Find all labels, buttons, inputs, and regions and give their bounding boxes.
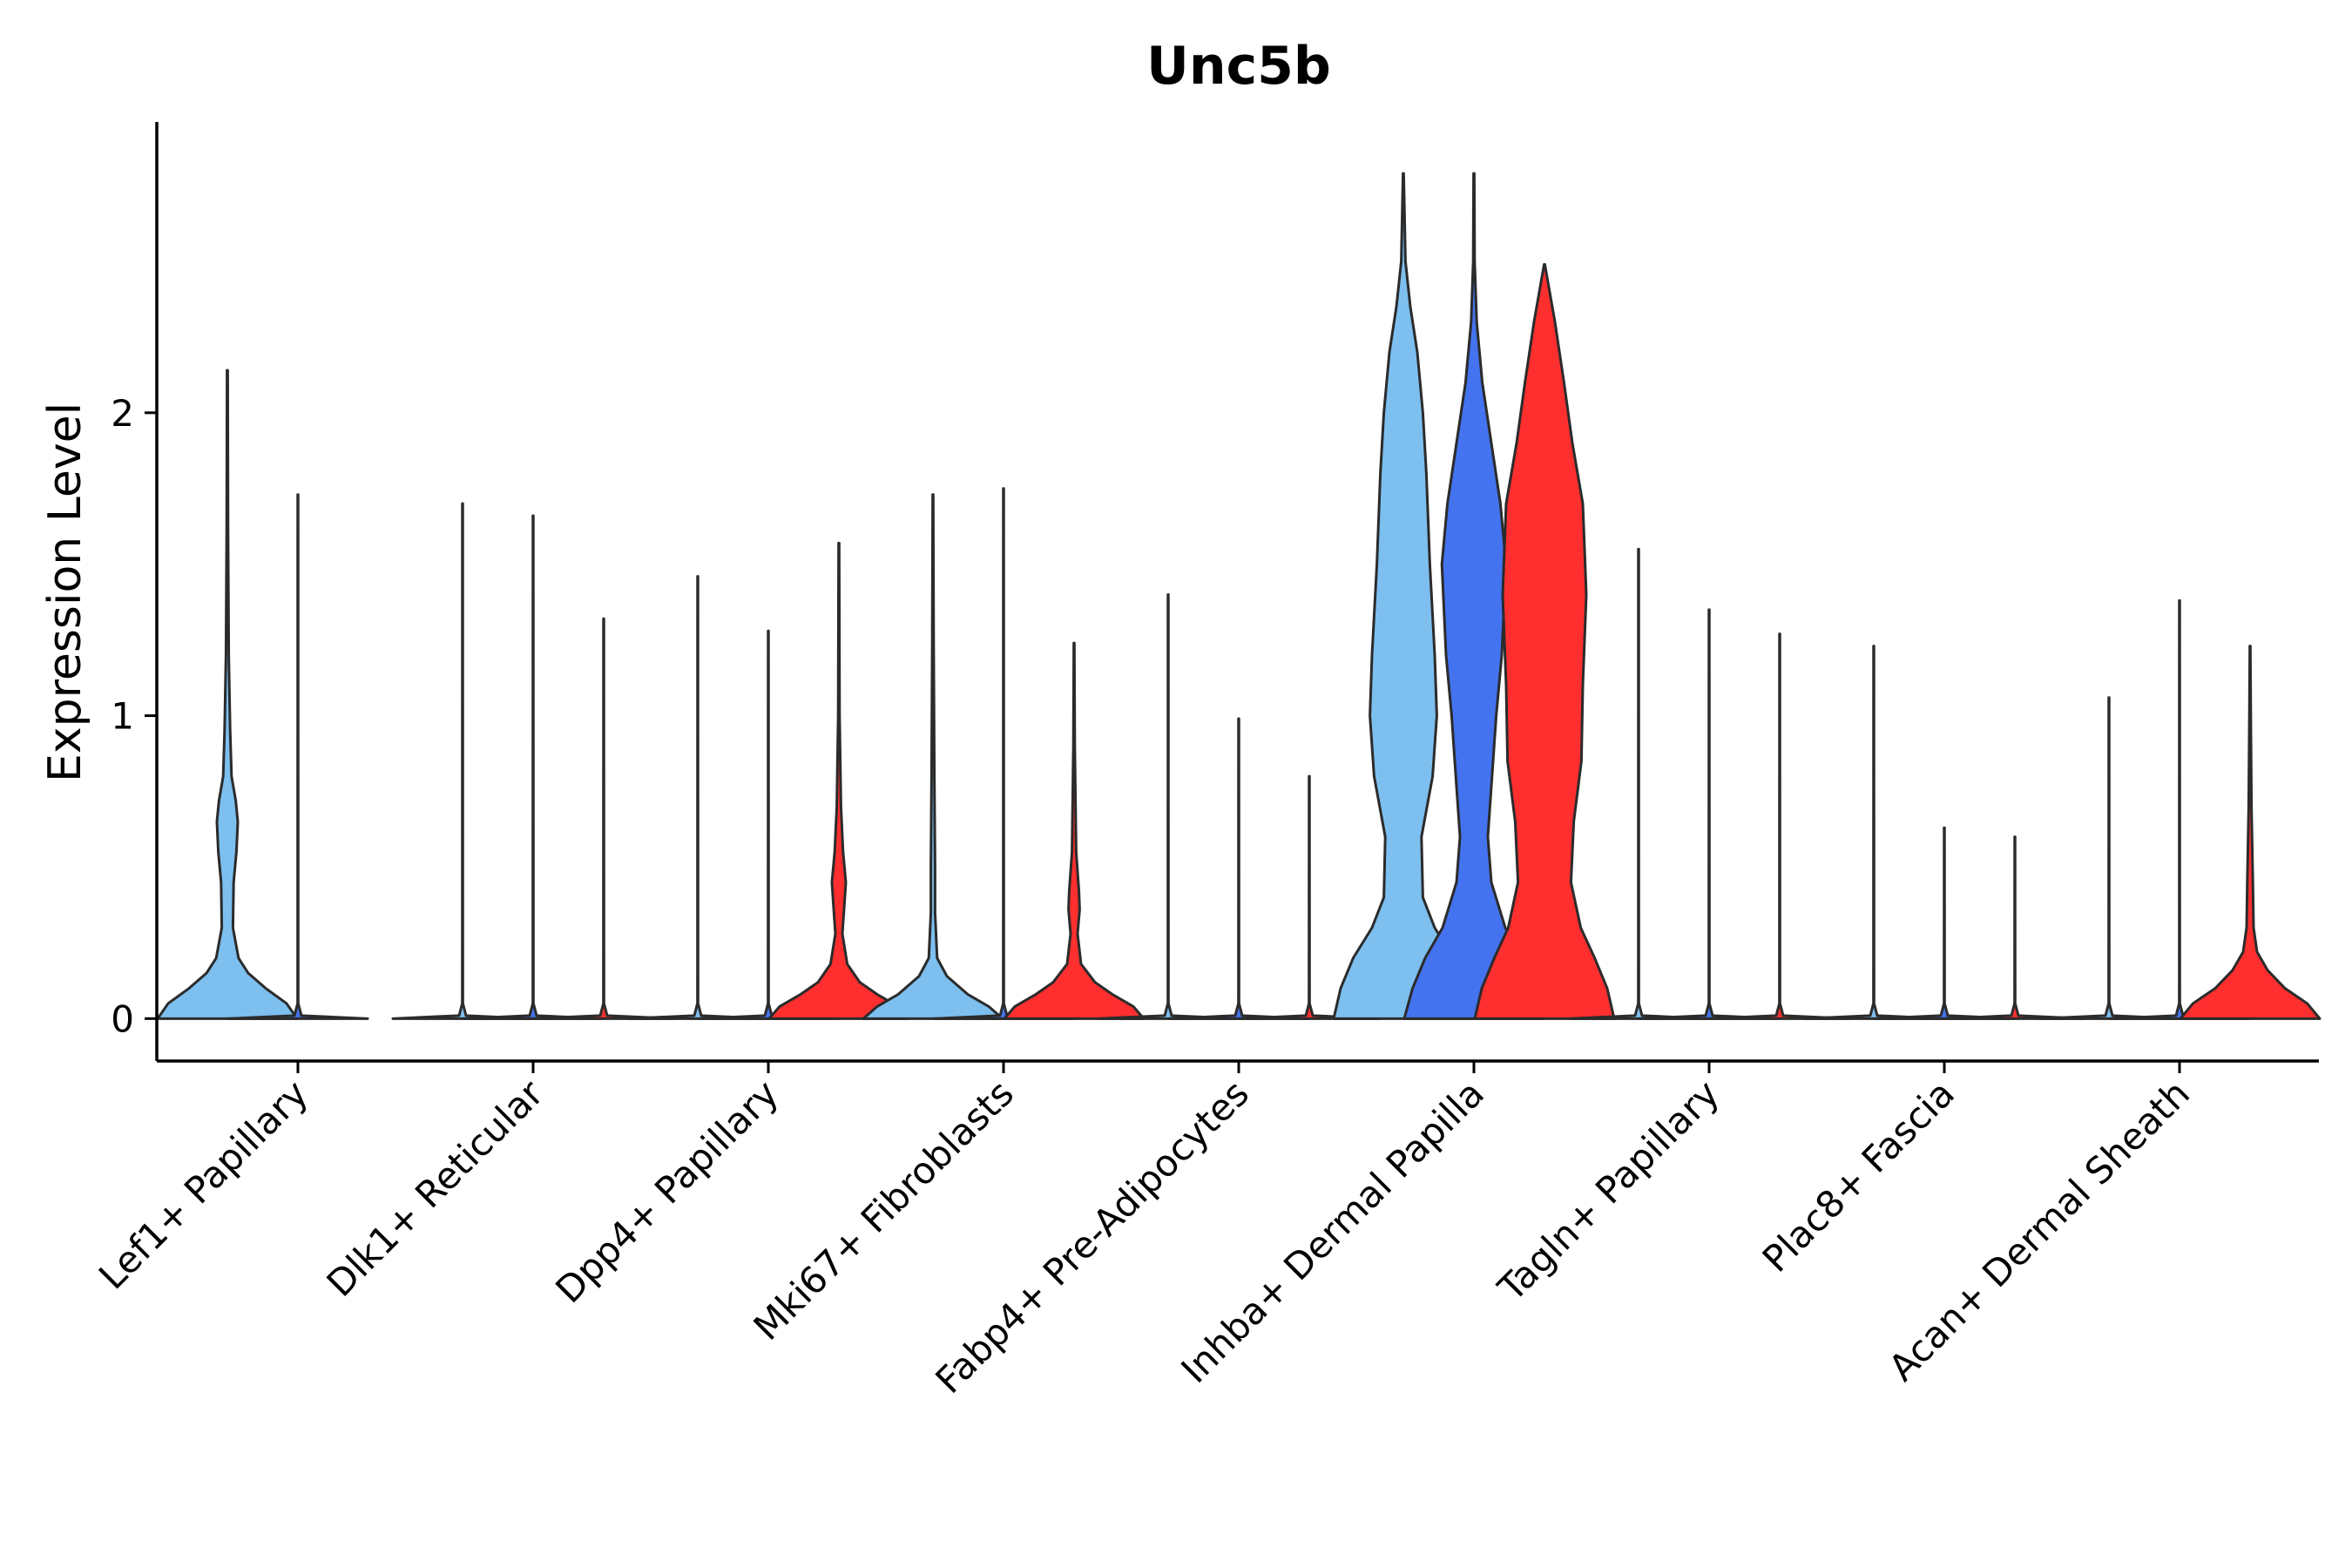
violin-0-1 (226, 493, 369, 1020)
x-tick-label-7: Plac8+ Fascia (1754, 1071, 1963, 1280)
violin-6-2 (1708, 632, 1851, 1020)
violin-2-0 (626, 575, 769, 1020)
violin-7-1 (1873, 826, 2016, 1020)
chart-title: Unc5b (1146, 36, 1331, 97)
violin-5-2 (1473, 262, 1616, 1020)
violin-3-2 (1003, 641, 1146, 1020)
y-tick-label-2: 2 (111, 392, 134, 435)
violin-4-0 (1097, 592, 1240, 1020)
violin-8-0 (2038, 696, 2180, 1020)
violin-1-2 (532, 617, 675, 1020)
violin-3-1 (932, 487, 1075, 1020)
violin-6-0 (1567, 547, 1710, 1020)
violin-2-2 (767, 541, 910, 1020)
x-tick-label-0: Lef1+ Papillary (91, 1071, 316, 1297)
violin-8-1 (2108, 598, 2251, 1020)
violin-1-0 (391, 502, 534, 1020)
violin-7-2 (1943, 835, 2086, 1020)
violin-5-0 (1332, 172, 1475, 1020)
x-tick-label-6: Tagln+ Papillary (1490, 1071, 1727, 1309)
violin-0-0 (156, 368, 299, 1020)
violin-7-0 (1802, 645, 1945, 1020)
x-tick-label-3: Mki67+ Fibroblasts (746, 1071, 1022, 1348)
y-tick-label-1: 1 (111, 695, 134, 738)
violin-5-1 (1402, 172, 1545, 1020)
violin-2-1 (697, 629, 840, 1020)
y-axis-label: Expression Level (39, 402, 91, 782)
violin-4-2 (1238, 774, 1381, 1020)
x-tick-label-2: Dpp4+ Papillary (547, 1071, 787, 1311)
violin-1-1 (462, 514, 605, 1020)
violins-layer (156, 172, 2322, 1020)
violin-3-0 (862, 493, 1004, 1020)
violin-6-1 (1638, 608, 1781, 1020)
y-tick-label-0: 0 (111, 997, 134, 1040)
violin-8-2 (2179, 645, 2322, 1020)
violin-4-1 (1167, 717, 1310, 1020)
x-tick-label-1: Dlk1+ Reticular (319, 1071, 552, 1305)
